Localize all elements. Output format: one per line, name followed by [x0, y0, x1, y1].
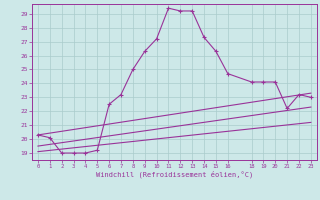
X-axis label: Windchill (Refroidissement éolien,°C): Windchill (Refroidissement éolien,°C) [96, 171, 253, 178]
